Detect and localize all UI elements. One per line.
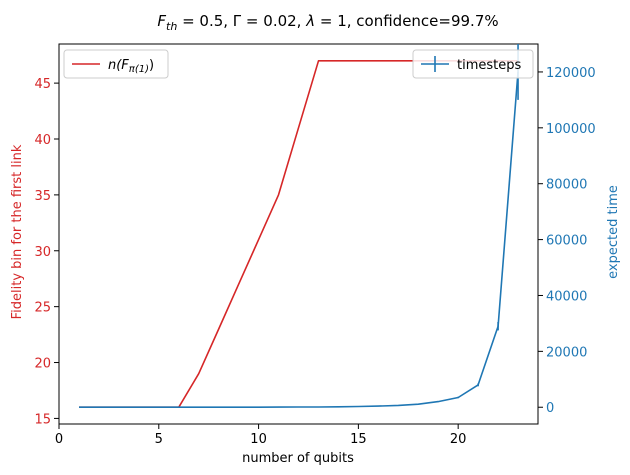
legend-box xyxy=(63,49,169,79)
left-y-axis: 15 20 25 30 35 40 45 xyxy=(34,77,59,427)
left-y-tick-label: 40 xyxy=(34,133,51,148)
right-y-tick-label: 20000 xyxy=(546,345,587,360)
x-tick-label: 10 xyxy=(250,432,267,447)
legend-1: n(Fπ(1)) xyxy=(63,49,169,79)
right-y-tick-label: 100000 xyxy=(546,122,596,137)
legend-label: n(Fπ(1)) xyxy=(108,58,154,75)
right-y-tick-label: 60000 xyxy=(546,234,587,249)
left-y-tick-label: 25 xyxy=(34,301,51,316)
right-y-tick-label: 120000 xyxy=(546,66,596,81)
plot-area xyxy=(58,43,539,425)
x-axis-label: number of qubits xyxy=(242,451,354,466)
legend-label: timesteps xyxy=(457,58,521,73)
left-y-tick-label: 15 xyxy=(34,412,51,427)
series-line xyxy=(79,71,519,409)
x-tick-label: 0 xyxy=(55,432,63,447)
legend-2: timesteps xyxy=(412,49,534,79)
left-y-tick-label: 35 xyxy=(34,189,51,204)
left-y-axis-label: Fidelity bin for the first link xyxy=(10,144,25,319)
right-y-tick-label: 80000 xyxy=(546,178,587,193)
right-y-axis-label: expected time xyxy=(606,185,621,279)
left-y-tick-label: 30 xyxy=(34,245,51,260)
right-y-axis: 0 20000 40000 60000 80000 100000 120000 xyxy=(538,66,596,416)
left-y-tick-label: 20 xyxy=(34,357,51,372)
plot-frame xyxy=(58,43,539,425)
legend-box xyxy=(412,49,534,79)
right-y-tick-label: 40000 xyxy=(546,289,587,304)
x-tick-label: 20 xyxy=(450,432,467,447)
right-y-tick-label: 0 xyxy=(546,401,554,416)
x-tick-label: 15 xyxy=(350,432,367,447)
chart-title: Fth = 0.5, Γ = 0.02, λ = 1, confidence=9… xyxy=(157,12,498,33)
x-tick-label: 5 xyxy=(155,432,163,447)
x-axis: 0 5 10 15 20 xyxy=(55,424,467,447)
legend-layer: n(Fπ(1)) timesteps xyxy=(63,49,534,79)
left-y-tick-label: 45 xyxy=(34,77,51,92)
